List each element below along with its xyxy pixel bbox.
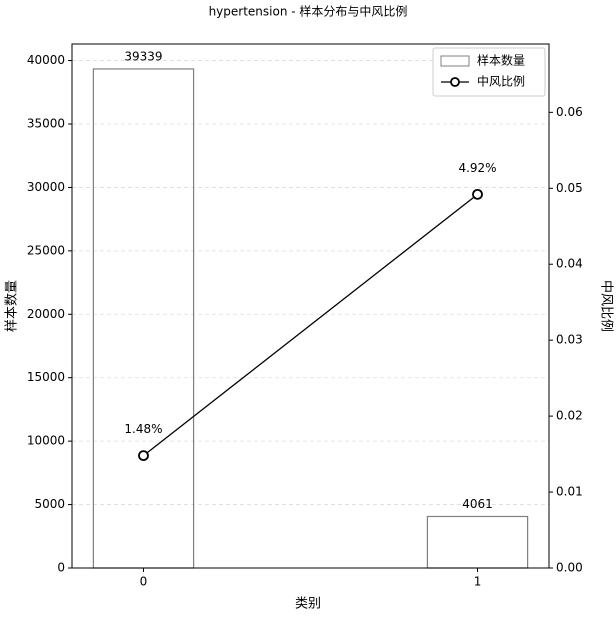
- line-value-label: 1.48%: [124, 422, 162, 436]
- legend-label: 样本数量: [477, 53, 525, 68]
- x-tick-label: 0: [140, 575, 148, 589]
- bar-value-label: 4061: [462, 497, 493, 511]
- y-tick-label: 35000: [27, 116, 65, 130]
- y-tick-label: 15000: [27, 370, 65, 384]
- y-tick-label: 10000: [27, 434, 65, 448]
- plot-frame: [71, 43, 550, 569]
- y2-tick-label: 0.02: [556, 409, 583, 423]
- legend-label: 中风比例: [477, 74, 525, 89]
- y-tick-label: 5000: [34, 497, 65, 511]
- line-point: [138, 450, 149, 462]
- y-tick-label: 25000: [27, 243, 65, 257]
- chart-title: hypertension - 样本分布与中风比例: [209, 4, 408, 19]
- bar: [426, 515, 529, 569]
- line-value-label: 4.92%: [458, 161, 496, 175]
- legend-swatch: [440, 55, 470, 67]
- line-point: [472, 188, 483, 200]
- y2-tick-label: 0.03: [556, 333, 583, 347]
- y2-tick-label: 0.04: [556, 257, 583, 271]
- x-axis-label: 类别: [295, 597, 321, 612]
- y2-tick-label: 0.06: [556, 105, 583, 119]
- x-tick-label: 1: [474, 575, 482, 589]
- bar-value-label: 39339: [124, 49, 162, 63]
- y-tick-label: 0: [57, 561, 65, 575]
- y2-axis-label: 中风比例: [599, 280, 614, 332]
- y-tick-label: 40000: [27, 53, 65, 67]
- y2-tick-label: 0.00: [556, 561, 583, 575]
- legend-marker: [450, 77, 460, 87]
- y-axis-label: 样本数量: [5, 280, 20, 332]
- y2-tick-label: 0.05: [556, 181, 583, 195]
- line: [143, 193, 478, 457]
- y-tick-label: 20000: [27, 307, 65, 321]
- legend-box: [432, 47, 546, 97]
- y-tick-label: 30000: [27, 180, 65, 194]
- bar: [92, 68, 195, 569]
- y2-tick-label: 0.01: [556, 485, 583, 499]
